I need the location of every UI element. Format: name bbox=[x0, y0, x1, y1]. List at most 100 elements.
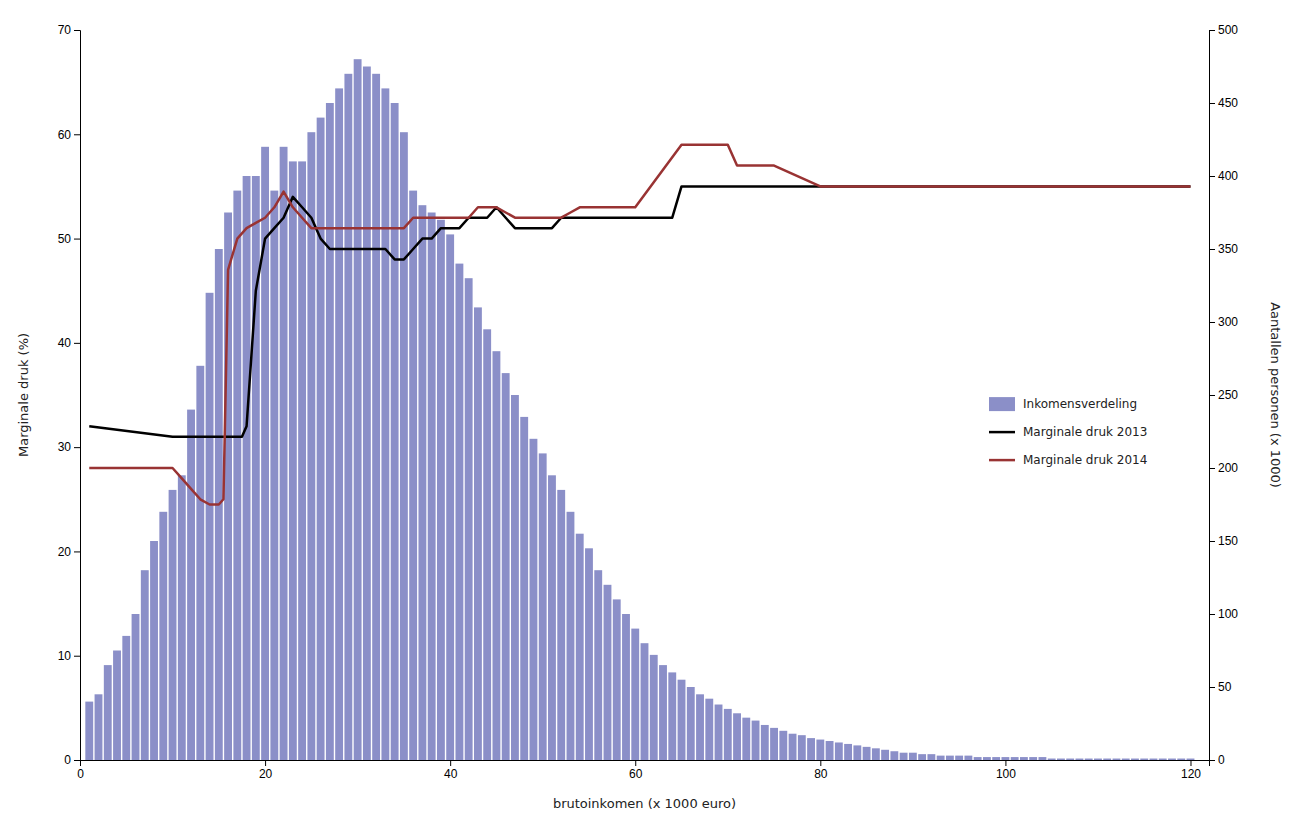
plot: 0204060801001200102030405060700501001502… bbox=[16, 23, 1283, 811]
legend-item: Inkomensverdeling bbox=[989, 397, 1137, 411]
tick-mark bbox=[74, 343, 80, 344]
chart: 0204060801001200102030405060700501001502… bbox=[0, 0, 1299, 830]
tick-label: 60 bbox=[58, 128, 72, 142]
tick: 60 bbox=[629, 760, 643, 781]
y2-axis-title: Aantallen personen (x 1000) bbox=[1268, 302, 1283, 488]
bar bbox=[289, 161, 297, 760]
bar bbox=[344, 74, 352, 760]
tick-label: 450 bbox=[1218, 96, 1238, 110]
tick: 300 bbox=[1209, 315, 1238, 329]
bar bbox=[548, 475, 556, 760]
tick: 0 bbox=[1209, 753, 1225, 767]
bar bbox=[372, 74, 380, 760]
bar bbox=[770, 728, 778, 760]
tick: 400 bbox=[1209, 169, 1238, 183]
tick-label: 300 bbox=[1218, 315, 1238, 329]
bar bbox=[1168, 759, 1176, 760]
legend-label: Inkomensverdeling bbox=[1023, 397, 1137, 411]
bar bbox=[113, 651, 121, 761]
bar bbox=[992, 757, 1000, 760]
bar bbox=[122, 636, 130, 760]
tick-label: 10 bbox=[58, 649, 72, 663]
bar bbox=[733, 713, 741, 760]
bar bbox=[280, 147, 288, 760]
tick: 250 bbox=[1209, 388, 1238, 402]
bar bbox=[530, 439, 538, 760]
tick-mark bbox=[1209, 322, 1215, 323]
bar bbox=[465, 278, 473, 760]
bar bbox=[604, 585, 612, 760]
tick-mark bbox=[1209, 103, 1215, 104]
x-axis-title: brutoinkomen (x 1000 euro) bbox=[553, 796, 736, 811]
bar bbox=[539, 453, 547, 760]
bar bbox=[927, 754, 935, 760]
tick: 450 bbox=[1209, 96, 1238, 110]
y-axis-title: Marginale druk (%) bbox=[16, 333, 31, 457]
bar bbox=[159, 512, 167, 760]
bar bbox=[983, 757, 991, 760]
bar bbox=[955, 756, 963, 760]
x-axis: 020406080100120 bbox=[77, 760, 1209, 781]
bar bbox=[964, 756, 972, 760]
bar bbox=[169, 490, 177, 760]
tick-mark bbox=[450, 760, 451, 766]
y2-axis: 050100150200250300350400450500 bbox=[1209, 23, 1238, 767]
tick: 50 bbox=[58, 232, 80, 246]
tick-label: 400 bbox=[1218, 169, 1238, 183]
tick-label: 0 bbox=[1218, 753, 1225, 767]
bar bbox=[937, 756, 945, 760]
bar bbox=[872, 748, 880, 760]
bar bbox=[187, 410, 195, 760]
bar bbox=[95, 694, 103, 760]
tick: 50 bbox=[1209, 680, 1232, 694]
bar bbox=[650, 655, 658, 760]
legend-label: Marginale druk 2013 bbox=[1023, 425, 1147, 439]
bar bbox=[576, 534, 584, 760]
bar bbox=[678, 680, 686, 760]
bar bbox=[85, 702, 93, 760]
bar bbox=[918, 754, 926, 760]
bar bbox=[1177, 759, 1185, 760]
bar bbox=[641, 643, 649, 760]
tick: 80 bbox=[814, 760, 828, 781]
bar bbox=[326, 103, 334, 760]
tick: 350 bbox=[1209, 242, 1238, 256]
bar bbox=[418, 205, 426, 760]
bar bbox=[1159, 759, 1167, 760]
bar bbox=[807, 738, 815, 760]
bar bbox=[178, 475, 186, 760]
tick-mark bbox=[1209, 614, 1215, 615]
tick-label: 40 bbox=[58, 336, 72, 350]
bar bbox=[1057, 759, 1065, 760]
tick-mark bbox=[74, 134, 80, 135]
tick: 30 bbox=[58, 440, 80, 454]
bar bbox=[428, 213, 436, 761]
bar bbox=[789, 734, 797, 760]
tick-label: 40 bbox=[444, 767, 458, 781]
bar bbox=[946, 756, 954, 760]
tick-mark bbox=[74, 447, 80, 448]
tick-mark bbox=[1209, 30, 1215, 31]
tick-mark bbox=[74, 551, 80, 552]
tick-label: 50 bbox=[1218, 680, 1232, 694]
bar bbox=[1094, 759, 1102, 760]
bar bbox=[863, 747, 871, 760]
tick-label: 50 bbox=[58, 232, 72, 246]
bar bbox=[520, 417, 528, 760]
tick: 10 bbox=[58, 649, 80, 663]
tick-label: 0 bbox=[64, 753, 71, 767]
bar bbox=[715, 705, 723, 760]
tick: 500 bbox=[1209, 23, 1238, 37]
tick-mark bbox=[820, 760, 821, 766]
bar bbox=[1140, 759, 1148, 760]
tick-mark bbox=[74, 30, 80, 31]
bar bbox=[483, 329, 491, 760]
bar bbox=[742, 718, 750, 760]
bar bbox=[409, 191, 417, 760]
bar bbox=[502, 373, 510, 760]
bar bbox=[826, 741, 834, 760]
bar bbox=[1001, 757, 1009, 760]
bar bbox=[335, 88, 343, 760]
bar bbox=[1029, 757, 1037, 760]
bar bbox=[298, 161, 306, 760]
